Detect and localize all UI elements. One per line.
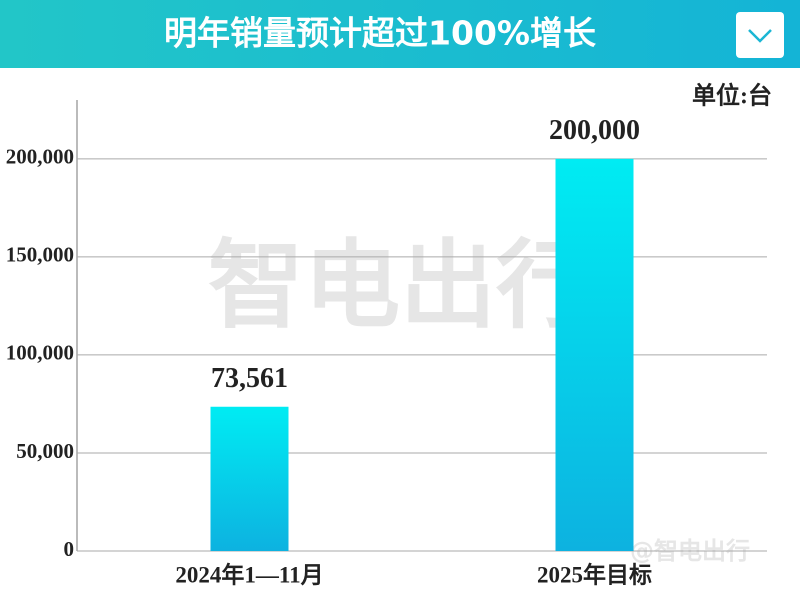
x-tick-label: 2024年1—11月 xyxy=(175,561,323,587)
chart-title: 明年销量预计超过100%增长 xyxy=(164,14,596,53)
dropdown-button[interactable] xyxy=(736,12,784,58)
unit-label: 单位:台 xyxy=(692,82,772,110)
value-label: 73,561 xyxy=(211,363,288,394)
bar xyxy=(555,158,634,551)
x-tick-label: 2025年目标 xyxy=(537,561,652,587)
y-tick-label: 0 xyxy=(64,537,75,561)
header-bar xyxy=(0,0,800,68)
y-tick-label: 200,000 xyxy=(6,145,74,169)
bar xyxy=(210,406,289,551)
y-tick-label: 150,000 xyxy=(6,243,74,267)
value-label: 200,000 xyxy=(549,115,640,146)
y-tick-label: 50,000 xyxy=(16,439,74,463)
y-tick-label: 100,000 xyxy=(6,341,74,365)
watermark: 智电出行 xyxy=(208,229,592,341)
